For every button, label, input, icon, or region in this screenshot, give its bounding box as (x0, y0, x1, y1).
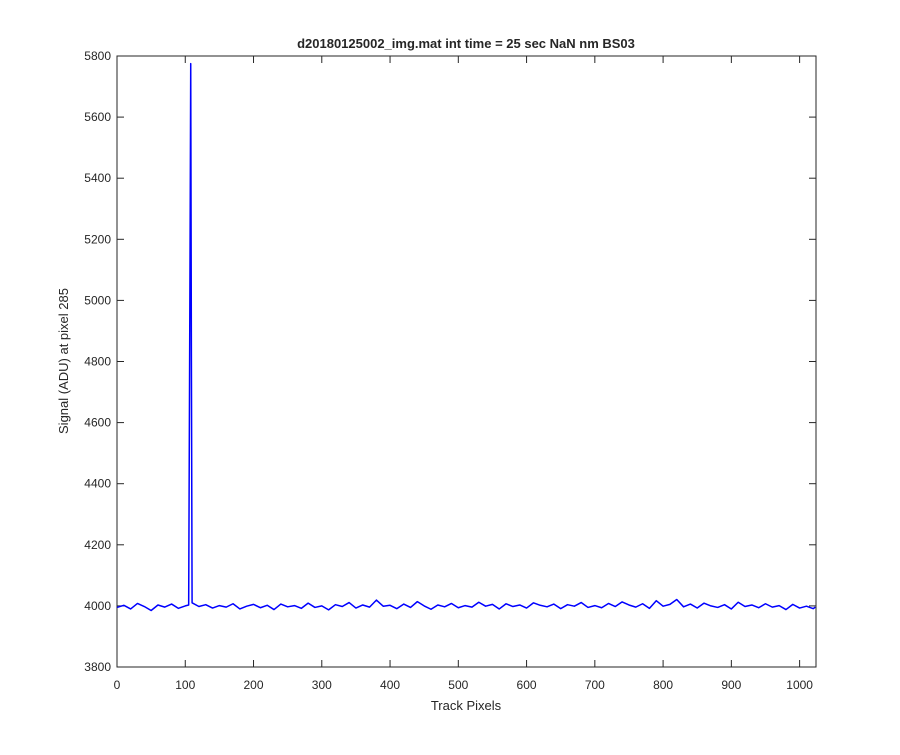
x-tick-label: 200 (244, 678, 264, 692)
x-tick-label: 700 (585, 678, 605, 692)
y-tick-label: 5000 (84, 293, 111, 307)
y-tick-label: 4000 (84, 599, 111, 613)
y-tick-label: 5400 (84, 171, 111, 185)
y-tick-label: 4600 (84, 416, 111, 430)
x-tick-label: 900 (721, 678, 741, 692)
y-axis-label: Signal (ADU) at pixel 285 (56, 288, 71, 434)
x-tick-label: 100 (175, 678, 195, 692)
x-tick-label: 800 (653, 678, 673, 692)
data-line (116, 62, 816, 612)
y-tick-label: 4200 (84, 538, 111, 552)
x-tick-label: 300 (312, 678, 332, 692)
y-tick-label: 5200 (84, 232, 111, 246)
y-tick-label: 4400 (84, 477, 111, 491)
y-tick-label: 5600 (84, 110, 111, 124)
y-tick-label: 4800 (84, 355, 111, 369)
x-tick-label: 600 (517, 678, 537, 692)
y-tick-label: 3800 (84, 660, 111, 674)
x-tick-label: 0 (114, 678, 121, 692)
y-tick-label: 5800 (84, 49, 111, 63)
x-tick-label: 1000 (786, 678, 813, 692)
chart-title: d20180125002_img.mat int time = 25 sec N… (297, 36, 635, 51)
plot-frame (116, 55, 817, 668)
x-axis-label: Track Pixels (431, 698, 502, 713)
x-tick-label: 400 (380, 678, 400, 692)
x-tick-label: 500 (448, 678, 468, 692)
